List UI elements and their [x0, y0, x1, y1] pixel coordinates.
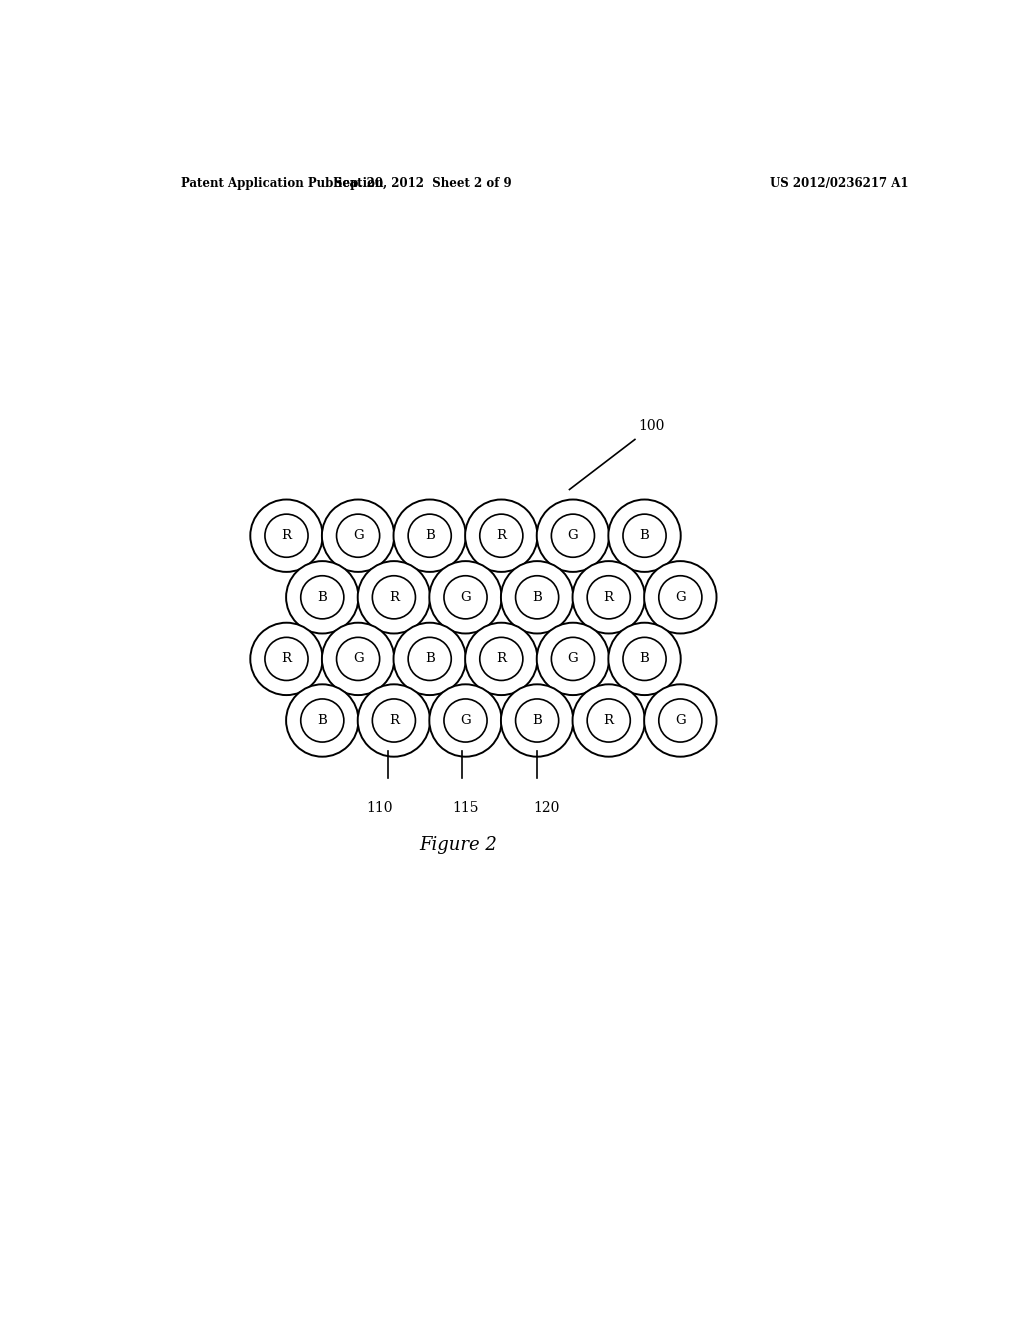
Circle shape [444, 700, 487, 742]
Text: G: G [675, 714, 686, 727]
Circle shape [537, 499, 609, 572]
Text: US 2012/0236217 A1: US 2012/0236217 A1 [770, 177, 908, 190]
Circle shape [301, 700, 344, 742]
Circle shape [465, 499, 538, 572]
Text: R: R [282, 652, 292, 665]
Circle shape [572, 561, 645, 634]
Text: B: B [425, 529, 434, 543]
Circle shape [286, 684, 358, 756]
Text: B: B [317, 591, 327, 603]
Circle shape [322, 499, 394, 572]
Circle shape [644, 561, 717, 634]
Circle shape [551, 638, 595, 681]
Circle shape [357, 684, 430, 756]
Circle shape [429, 684, 502, 756]
Text: R: R [497, 529, 506, 543]
Circle shape [265, 638, 308, 681]
Circle shape [373, 700, 416, 742]
Circle shape [623, 638, 666, 681]
Circle shape [644, 684, 717, 756]
Circle shape [373, 576, 416, 619]
Text: R: R [282, 529, 292, 543]
Text: R: R [497, 652, 506, 665]
Text: B: B [317, 714, 327, 727]
Text: 100: 100 [639, 420, 666, 433]
Text: G: G [567, 529, 579, 543]
Text: R: R [389, 591, 399, 603]
Circle shape [515, 576, 559, 619]
Circle shape [286, 561, 358, 634]
Text: B: B [532, 714, 542, 727]
Circle shape [658, 700, 701, 742]
Circle shape [608, 499, 681, 572]
Text: 115: 115 [453, 801, 479, 816]
Circle shape [587, 700, 631, 742]
Circle shape [501, 684, 573, 756]
Text: G: G [567, 652, 579, 665]
Text: G: G [353, 529, 364, 543]
Circle shape [301, 576, 344, 619]
Circle shape [322, 623, 394, 696]
Circle shape [409, 638, 452, 681]
Text: B: B [640, 529, 649, 543]
Circle shape [608, 623, 681, 696]
Circle shape [587, 576, 631, 619]
Circle shape [480, 515, 523, 557]
Circle shape [393, 623, 466, 696]
Text: G: G [675, 591, 686, 603]
Circle shape [572, 684, 645, 756]
Circle shape [265, 515, 308, 557]
Text: G: G [460, 591, 471, 603]
Circle shape [357, 561, 430, 634]
Text: 120: 120 [534, 801, 559, 816]
Text: R: R [389, 714, 399, 727]
Text: G: G [460, 714, 471, 727]
Text: Figure 2: Figure 2 [419, 836, 497, 854]
Text: R: R [604, 591, 613, 603]
Text: 110: 110 [367, 801, 393, 816]
Circle shape [515, 700, 559, 742]
Text: R: R [604, 714, 613, 727]
Circle shape [480, 638, 523, 681]
Circle shape [501, 561, 573, 634]
Circle shape [465, 623, 538, 696]
Circle shape [393, 499, 466, 572]
Circle shape [537, 623, 609, 696]
Circle shape [444, 576, 487, 619]
Circle shape [623, 515, 666, 557]
Text: Sep. 20, 2012  Sheet 2 of 9: Sep. 20, 2012 Sheet 2 of 9 [335, 177, 512, 190]
Circle shape [551, 515, 595, 557]
Text: Patent Application Publication: Patent Application Publication [180, 177, 383, 190]
Text: G: G [353, 652, 364, 665]
Circle shape [250, 623, 323, 696]
Circle shape [429, 561, 502, 634]
Circle shape [409, 515, 452, 557]
Circle shape [250, 499, 323, 572]
Text: B: B [425, 652, 434, 665]
Text: B: B [532, 591, 542, 603]
Circle shape [337, 638, 380, 681]
Text: B: B [640, 652, 649, 665]
Circle shape [658, 576, 701, 619]
Circle shape [337, 515, 380, 557]
